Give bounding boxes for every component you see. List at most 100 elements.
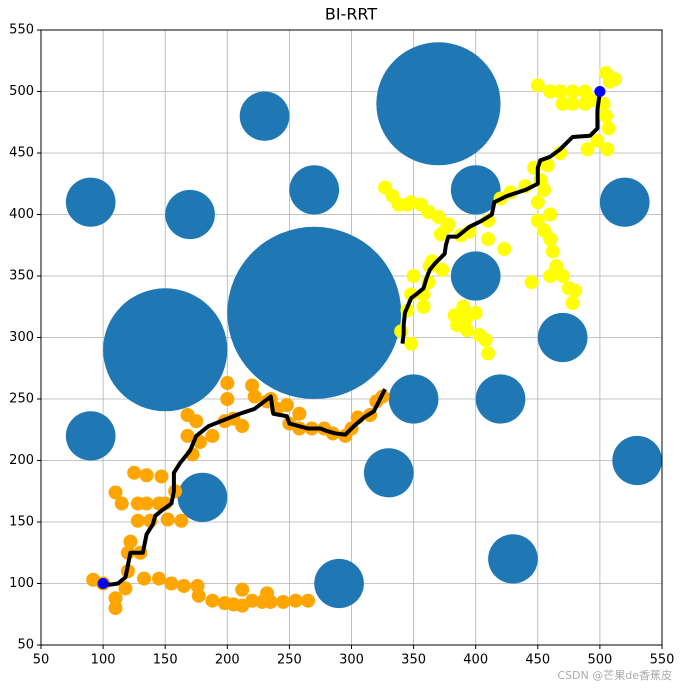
tree-node — [406, 269, 421, 283]
y-tick-label: 500 — [9, 84, 34, 99]
tree-node — [288, 593, 303, 608]
tree-node — [555, 269, 570, 283]
tree-node — [245, 378, 260, 393]
path-line — [400, 91, 602, 344]
tree-node — [205, 428, 220, 443]
tree-node — [276, 594, 291, 609]
tree-node — [154, 469, 169, 484]
tree-node — [553, 84, 568, 99]
tree-node — [235, 419, 250, 434]
y-tick-label: 400 — [9, 207, 34, 222]
tree-node — [235, 582, 250, 597]
plot-frame — [40, 29, 663, 646]
tree-node — [460, 323, 475, 338]
endpoint — [594, 86, 606, 97]
tree-node — [601, 121, 616, 136]
tree-node — [468, 305, 483, 320]
tree-node — [279, 398, 294, 413]
x-tick-label: 500 — [587, 653, 612, 668]
tree-node — [220, 392, 235, 406]
tree-node — [139, 468, 154, 483]
tree-node — [127, 465, 142, 480]
obstacle — [537, 312, 588, 363]
obstacle — [450, 165, 501, 215]
x-tick-label: 250 — [277, 653, 302, 668]
tree-node — [301, 593, 316, 608]
tree-node — [568, 283, 583, 298]
obstacle — [65, 411, 116, 461]
obstacle — [363, 448, 414, 498]
tree-node — [543, 269, 558, 283]
tree-node — [108, 485, 123, 500]
y-tick-label: 50 — [17, 638, 34, 653]
y-tick-label: 100 — [9, 576, 34, 591]
obstacle — [165, 189, 215, 240]
tree-node — [292, 406, 307, 421]
tree-node — [481, 232, 496, 247]
obstacle — [103, 288, 228, 412]
tree-node — [447, 308, 462, 323]
y-tick-label: 450 — [9, 146, 34, 161]
tree-node — [478, 332, 493, 347]
tree-node — [537, 182, 552, 197]
x-tick-label: 400 — [463, 653, 488, 668]
obstacle — [475, 374, 526, 424]
tree-node — [205, 593, 220, 608]
tree-node — [114, 496, 129, 511]
tree-node — [600, 142, 615, 157]
tree-node — [160, 512, 175, 527]
tree-node — [404, 336, 419, 351]
tree-node — [118, 581, 133, 596]
chart-title: BI-RRT — [325, 5, 378, 24]
tree-node — [391, 197, 406, 212]
tree-node — [394, 324, 409, 339]
tree-node — [580, 142, 595, 157]
obstacle — [289, 165, 340, 215]
obstacle — [450, 251, 501, 301]
tree-node — [108, 601, 123, 616]
y-tick-label: 550 — [9, 23, 34, 38]
tree-node — [130, 513, 145, 528]
x-tick-label: 300 — [339, 653, 364, 668]
tree-node — [545, 244, 560, 259]
tree-node — [108, 591, 123, 606]
tree-node — [139, 496, 154, 511]
tree-node — [543, 207, 558, 222]
tree-node — [497, 241, 512, 256]
tree-node — [543, 84, 558, 99]
x-tick-label: 350 — [401, 653, 426, 668]
tree-node — [577, 84, 592, 99]
x-tick-label: 550 — [650, 653, 675, 668]
obstacle — [388, 374, 439, 424]
tree-node — [590, 133, 605, 148]
tree-node — [481, 346, 496, 361]
y-tick-label: 200 — [9, 453, 34, 468]
tree-node — [599, 109, 614, 124]
endpoint — [97, 578, 109, 589]
tree-node — [607, 72, 622, 87]
tree-node — [456, 299, 471, 314]
tree-node — [191, 588, 206, 603]
path-line — [102, 388, 387, 587]
obstacle — [488, 534, 538, 584]
obstacle — [612, 435, 662, 486]
tree-node — [220, 376, 235, 391]
tree-node — [530, 195, 545, 210]
tree-node — [540, 158, 555, 173]
tree-node — [555, 96, 570, 111]
tree-node — [530, 78, 545, 93]
x-tick-label: 50 — [33, 653, 50, 668]
x-tick-label: 200 — [215, 653, 240, 668]
x-tick-label: 150 — [153, 653, 178, 668]
tree-node — [174, 513, 189, 528]
tree-node — [416, 299, 431, 314]
y-tick-label: 300 — [9, 330, 34, 345]
tree-node — [524, 275, 539, 290]
tree-node — [431, 209, 446, 224]
x-tick-label: 450 — [525, 653, 550, 668]
x-tick-label: 100 — [91, 653, 116, 668]
tree-node — [180, 428, 195, 443]
y-tick-label: 150 — [9, 515, 34, 530]
y-tick-label: 250 — [9, 392, 34, 407]
